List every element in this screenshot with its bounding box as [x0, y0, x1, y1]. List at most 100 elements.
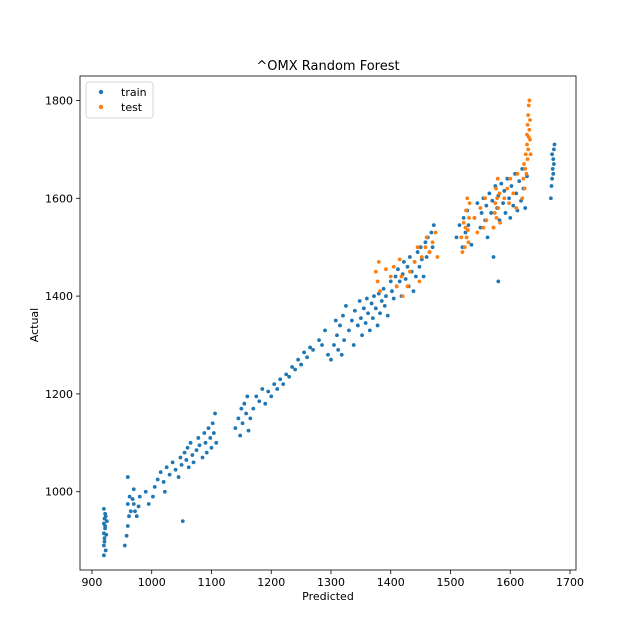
x-tick-label: 1000	[138, 576, 166, 589]
train-point	[254, 394, 259, 399]
test-point	[405, 284, 410, 289]
train-point	[457, 223, 462, 228]
test-point	[525, 142, 529, 147]
train-point	[104, 532, 109, 537]
train-point	[275, 387, 280, 391]
train-point	[287, 374, 292, 379]
train-point	[191, 460, 196, 465]
train-point	[320, 343, 324, 347]
train-point	[549, 184, 554, 188]
train-point	[421, 274, 426, 279]
train-point	[124, 533, 129, 538]
train-point	[202, 431, 207, 435]
train-point	[323, 328, 327, 333]
train-point	[127, 514, 131, 519]
train-point	[176, 475, 181, 479]
train-point	[391, 296, 396, 301]
x-tick-label: 1700	[556, 576, 584, 589]
train-point	[503, 211, 508, 215]
train-point	[489, 211, 494, 215]
train-point	[206, 426, 211, 431]
x-tick-label: 1500	[437, 576, 465, 589]
train-point	[403, 277, 408, 281]
train-point	[396, 267, 400, 272]
y-axis-ticks: 1000 1200 1400 1600 1800	[45, 94, 80, 499]
train-point	[505, 176, 510, 181]
train-point	[405, 264, 410, 269]
train-point	[263, 401, 268, 406]
train-point	[238, 433, 243, 438]
test-point	[494, 186, 498, 191]
test-point	[515, 171, 520, 176]
test-point	[472, 215, 477, 220]
x-tick-label: 1300	[317, 576, 345, 589]
test-point	[399, 274, 404, 279]
train-point	[385, 313, 390, 318]
train-point	[475, 201, 480, 206]
train-point	[430, 245, 435, 250]
test-point	[433, 230, 438, 235]
test-point	[528, 152, 533, 157]
test-point	[463, 225, 468, 230]
y-tick-label: 1200	[45, 388, 73, 401]
train-point	[357, 299, 362, 303]
train-point	[485, 235, 490, 240]
y-tick-label: 1800	[45, 94, 73, 107]
x-tick-label: 1200	[257, 576, 285, 589]
test-point	[524, 171, 529, 176]
legend-label-train: train	[121, 86, 147, 99]
test-point	[397, 257, 402, 262]
train-point	[281, 382, 286, 387]
test-point	[525, 157, 530, 162]
train-point	[514, 191, 519, 196]
train-point	[517, 179, 522, 184]
x-tick-label: 900	[81, 576, 102, 589]
test-point	[475, 230, 480, 235]
train-point	[194, 448, 199, 453]
train-point	[173, 467, 178, 472]
train-point	[344, 303, 348, 308]
x-axis-label: Predicted	[302, 590, 354, 603]
train-point	[200, 455, 205, 460]
train-point	[351, 343, 356, 347]
train-point	[407, 255, 412, 259]
train-point	[260, 387, 265, 391]
test-point	[514, 206, 519, 210]
train-point	[361, 306, 366, 311]
train-point	[520, 167, 525, 171]
test-point	[435, 255, 440, 259]
train-point	[186, 465, 191, 470]
series-train	[102, 142, 557, 558]
train-point	[496, 279, 501, 284]
test-point	[417, 279, 422, 284]
train-point	[236, 416, 241, 421]
plot-area	[79, 75, 577, 571]
train-point	[381, 286, 386, 291]
train-point	[352, 308, 357, 313]
train-point	[125, 475, 130, 479]
train-point	[308, 345, 312, 350]
train-point	[364, 296, 369, 301]
test-point	[497, 191, 502, 196]
train-point	[479, 211, 484, 215]
train-point	[213, 411, 217, 416]
train-point	[125, 502, 130, 506]
legend-marker-train	[98, 89, 104, 95]
train-point	[284, 372, 289, 377]
train-point	[329, 357, 333, 362]
train-point	[397, 279, 402, 284]
train-point	[332, 343, 336, 347]
test-point	[424, 235, 429, 240]
train-point	[507, 196, 511, 201]
train-point	[161, 480, 166, 484]
train-point	[102, 536, 107, 541]
train-point	[203, 440, 208, 445]
train-point	[372, 294, 376, 298]
legend-marker-test	[98, 104, 104, 110]
train-point	[104, 519, 109, 523]
legend: train test	[85, 81, 154, 119]
test-point	[375, 279, 380, 284]
series-test	[373, 98, 533, 298]
train-point	[204, 450, 209, 455]
train-point	[188, 440, 193, 445]
